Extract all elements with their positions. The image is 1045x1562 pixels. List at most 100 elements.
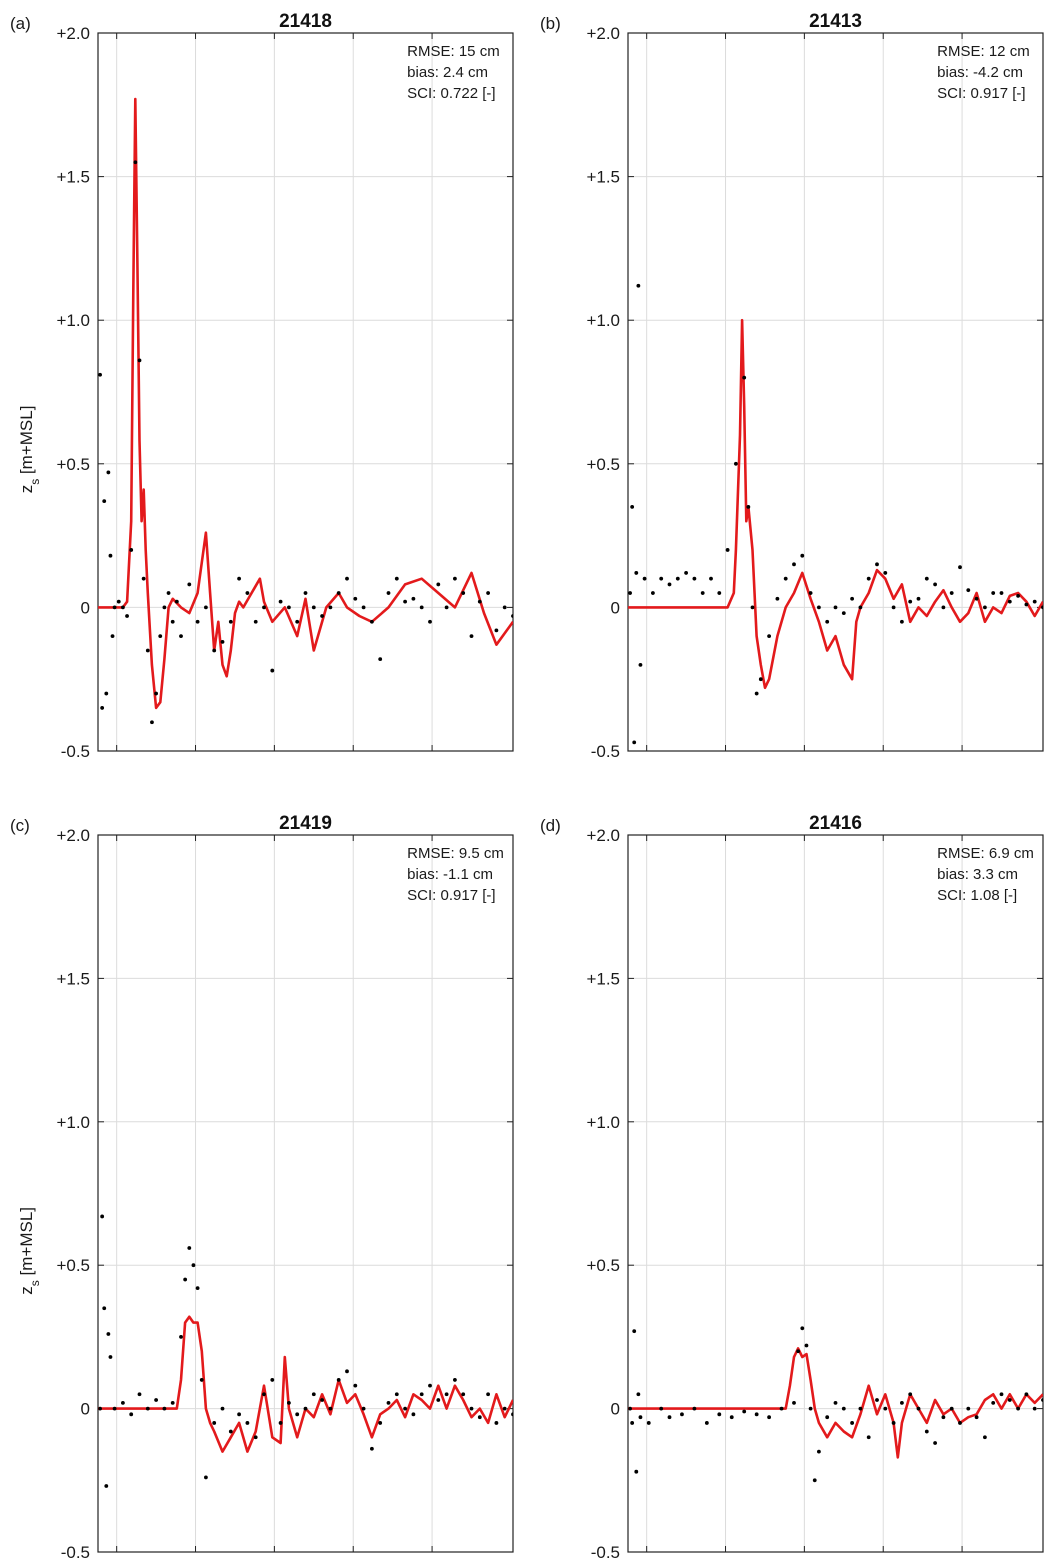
- observed-point: [179, 1335, 183, 1339]
- observed-point: [166, 591, 171, 595]
- observed-point: [237, 1412, 242, 1417]
- observed-point: [667, 1415, 672, 1420]
- data-layer: [628, 283, 1043, 745]
- panel-a: -0.5 0 +0.5 +1.0 +1.5 +2.0 (a) 21418 zs [m+MSL] R…: [10, 11, 514, 761]
- observed-point: [974, 1415, 979, 1420]
- observed-point: [212, 1421, 217, 1425]
- stats-text: bias: -1.1 cm: [407, 866, 493, 883]
- observed-point: [734, 461, 738, 466]
- observed-point: [220, 639, 225, 644]
- observed-point: [361, 605, 366, 610]
- observed-point: [170, 619, 175, 624]
- observed-point: [958, 565, 962, 570]
- panel-d: -0.5 0 +0.5 +1.0 +1.5 +2.0 (d) 21416 RMSE: 6.9 c…: [540, 813, 1044, 1562]
- observed-point: [204, 605, 208, 610]
- observed-point: [154, 691, 159, 696]
- observed-point: [1016, 594, 1020, 598]
- observed-point: [336, 591, 341, 595]
- observed-point: [121, 605, 125, 610]
- observed-point: [999, 591, 1004, 595]
- y-tick-label: +1.0: [586, 311, 620, 330]
- observed-point: [636, 1392, 641, 1397]
- observed-point: [900, 619, 904, 624]
- observed-point: [833, 605, 838, 610]
- observed-point: [634, 571, 639, 575]
- observed-point: [866, 1435, 871, 1440]
- observed-point: [320, 1398, 324, 1402]
- observed-point: [121, 1400, 125, 1405]
- observed-point: [145, 648, 150, 653]
- observed-point: [636, 283, 641, 288]
- stats-text: bias: 2.4 cm: [407, 64, 488, 81]
- observed-point: [486, 1392, 490, 1397]
- observed-point: [667, 582, 672, 587]
- observed-point: [812, 1478, 817, 1483]
- observed-point: [717, 1412, 722, 1417]
- observed-point: [750, 605, 755, 610]
- observed-point: [808, 591, 813, 595]
- stats-text: SCI: 0.917 [-]: [937, 85, 1025, 102]
- observed-point: [199, 1378, 204, 1382]
- observed-point: [900, 1400, 904, 1405]
- observed-point: [642, 576, 647, 581]
- observed-point: [725, 548, 730, 552]
- observed-point: [436, 582, 441, 587]
- panel-title: 21418: [279, 11, 332, 32]
- observed-point: [775, 596, 780, 601]
- observed-point: [941, 1415, 946, 1420]
- observed-point: [179, 634, 183, 639]
- observed-point: [137, 1392, 142, 1397]
- panel-label: (b): [540, 14, 561, 33]
- observed-point: [767, 634, 771, 639]
- panel-label: (c): [10, 816, 30, 835]
- y-axis-label-unit: [m+MSL]: [17, 406, 36, 479]
- data-layer: [98, 97, 513, 725]
- observed-point: [692, 1406, 697, 1411]
- y-tick-label: 0: [611, 1400, 620, 1419]
- observed-point: [228, 619, 233, 624]
- observed-point: [680, 1412, 684, 1417]
- observed-point: [311, 1392, 316, 1397]
- observed-point: [245, 1421, 250, 1425]
- observed-point: [800, 553, 805, 558]
- observed-point: [628, 1406, 632, 1411]
- observed-point: [98, 372, 102, 377]
- model-series-line: [98, 1315, 513, 1453]
- observed-point: [638, 1415, 643, 1420]
- observed-point: [991, 1400, 996, 1405]
- observed-point: [112, 605, 117, 610]
- observed-point: [386, 591, 391, 595]
- stats-text: RMSE: 12 cm: [937, 43, 1030, 60]
- observed-point: [817, 605, 821, 610]
- model-series-line: [628, 1347, 1043, 1459]
- observed-point: [754, 691, 759, 696]
- observed-point: [825, 619, 830, 624]
- observed-point: [295, 1412, 300, 1417]
- observed-point: [303, 1406, 308, 1411]
- observed-point: [792, 562, 796, 567]
- y-axis-label-main: z: [17, 485, 36, 494]
- observed-point: [779, 1406, 784, 1411]
- y-axis-label: zs [m+MSL]: [17, 406, 42, 494]
- observed-point: [162, 605, 167, 610]
- observed-point: [949, 1406, 954, 1411]
- y-tick-label: +1.0: [56, 1113, 90, 1132]
- observed-point: [850, 596, 854, 601]
- stats-text: RMSE: 9.5 cm: [407, 845, 504, 862]
- stats-text: SCI: 0.917 [-]: [407, 887, 495, 904]
- observed-point: [386, 1400, 391, 1405]
- observed-point: [104, 691, 109, 696]
- stats-text: bias: 3.3 cm: [937, 866, 1018, 883]
- axes-frame: [97, 32, 514, 752]
- observed-point: [469, 1406, 474, 1411]
- observed-point: [270, 1378, 275, 1382]
- observed-point: [704, 1421, 709, 1425]
- y-tick-label: +1.0: [586, 1113, 620, 1132]
- observed-point: [908, 1392, 913, 1397]
- stats-text: RMSE: 6.9 cm: [937, 845, 1034, 862]
- observed-point: [700, 591, 705, 595]
- observed-point: [792, 1400, 796, 1405]
- model-series-line: [98, 97, 513, 710]
- observed-point: [394, 576, 399, 581]
